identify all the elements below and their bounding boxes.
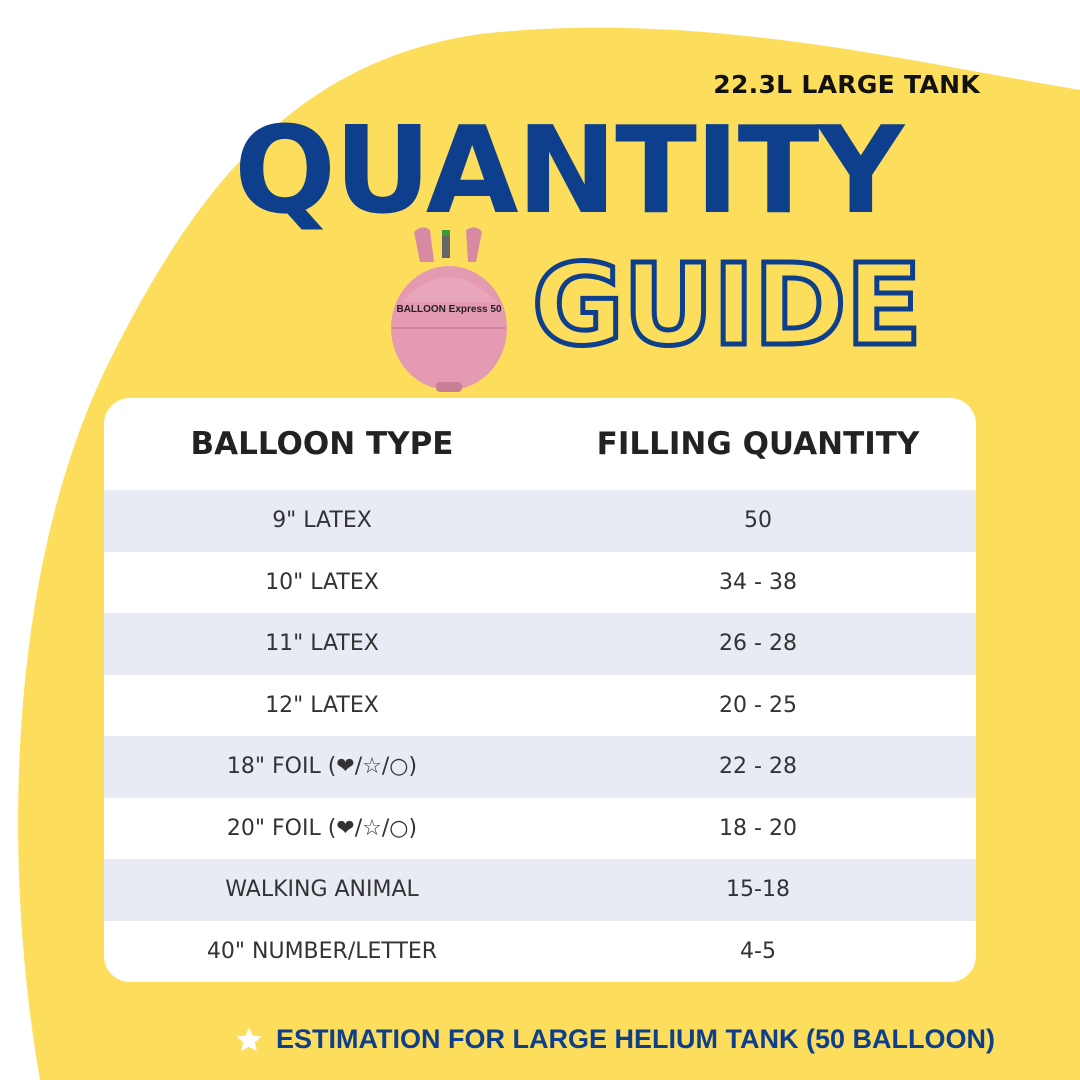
cell-type: WALKING ANIMAL [225,877,419,903]
helium-tank-image: BALLOON Express 50 [391,227,507,392]
table-row: 10" LATEX 34 - 38 [104,552,976,614]
table-row: 18" FOIL (❤/☆/○) 22 - 28 [104,736,976,798]
cell-quantity: 34 - 38 [719,569,797,595]
quantity-table: BALLOON TYPE FILLING QUANTITY 9" LATEX 50… [104,398,976,982]
cell-quantity: 26 - 28 [719,631,797,657]
cell-type: 18" FOIL (❤/☆/○) [226,754,418,780]
cell-type: 11" LATEX [265,631,379,657]
table-row: 12" LATEX 20 - 25 [104,675,976,737]
cell-quantity: 4-5 [740,938,776,964]
cell-quantity: 22 - 28 [719,754,797,780]
star-icon [236,1027,262,1051]
cell-quantity: 18 - 20 [719,815,797,841]
footer-text: ESTIMATION FOR LARGE HELIUM TANK (50 BAL… [276,1024,995,1054]
cell-quantity: 15-18 [726,877,790,903]
title-quantity: QUANTITY [234,102,904,241]
column-header-filling-quantity: FILLING QUANTITY [596,426,920,462]
cell-quantity: 20 - 25 [719,692,797,718]
title-guide: GUIDE [529,241,924,371]
cell-type: 9" LATEX [272,508,372,534]
subtitle: 22.3L LARGE TANK [713,70,980,99]
tank-brand-label: BALLOON Express 50 [396,304,501,315]
table-row: 9" LATEX 50 [104,490,976,552]
table-row: 11" LATEX 26 - 28 [104,613,976,675]
cell-type: 12" LATEX [265,692,379,718]
cell-type: 10" LATEX [265,569,379,595]
cell-type: 20" FOIL (❤/☆/○) [226,815,418,841]
column-header-balloon-type: BALLOON TYPE [190,426,454,462]
table-row: WALKING ANIMAL 15-18 [104,859,976,921]
table-header: BALLOON TYPE FILLING QUANTITY [104,398,976,490]
table-row: 20" FOIL (❤/☆/○) 18 - 20 [104,798,976,860]
footer-note: ESTIMATION FOR LARGE HELIUM TANK (50 BAL… [234,1024,995,1055]
cell-quantity: 50 [744,508,772,534]
table-row: 40" NUMBER/LETTER 4-5 [104,921,976,983]
cell-type: 40" NUMBER/LETTER [206,938,438,964]
